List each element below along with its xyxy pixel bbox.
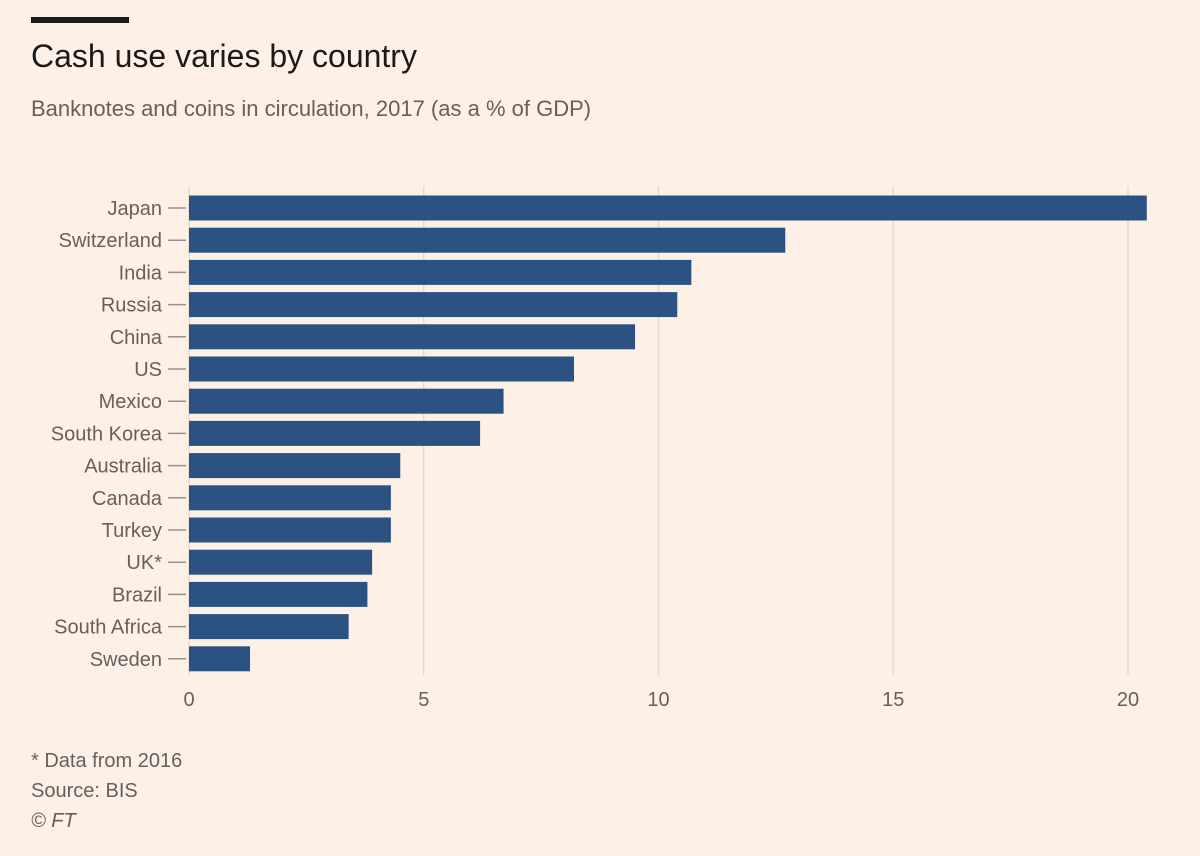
- bar: [189, 614, 349, 640]
- bar: [189, 420, 481, 446]
- footnote: * Data from 2016: [31, 750, 183, 772]
- category-label: South Korea: [51, 423, 163, 445]
- bar: [189, 195, 1147, 221]
- bar: [189, 324, 636, 350]
- x-tick-label: 15: [882, 689, 904, 711]
- copyright-note: © FT: [31, 810, 76, 832]
- bar: [189, 388, 504, 414]
- chart-title: Cash use varies by country: [31, 38, 417, 74]
- x-tick-label: 20: [1117, 689, 1139, 711]
- category-label: Sweden: [90, 649, 162, 671]
- bar-chart: 0 5 10 15 20 Japan Switzerland India Russia China…: [51, 186, 1147, 711]
- category-label: South Africa: [54, 617, 163, 639]
- category-label: UK*: [126, 552, 162, 574]
- bar: [189, 646, 251, 672]
- bar: [189, 292, 678, 318]
- category-label: Switzerland: [59, 230, 162, 252]
- bar: [189, 517, 391, 543]
- category-label: Russia: [101, 295, 163, 317]
- bar: [189, 259, 692, 285]
- bar: [189, 356, 574, 382]
- source-note: Source: BIS: [31, 780, 138, 802]
- category-label: Mexico: [99, 391, 162, 413]
- x-tick-label: 5: [418, 689, 429, 711]
- category-label: Canada: [92, 488, 163, 510]
- bar: [189, 581, 368, 607]
- x-tick-label: 0: [183, 689, 194, 711]
- category-label: Japan: [108, 198, 163, 220]
- category-label: Turkey: [102, 520, 162, 542]
- ft-accent-bar: [31, 17, 129, 23]
- bar: [189, 453, 401, 479]
- bar: [189, 227, 786, 253]
- category-label: India: [119, 262, 163, 284]
- category-label: China: [110, 327, 163, 349]
- category-label: Australia: [84, 456, 163, 478]
- chart-subtitle: Banknotes and coins in circulation, 2017…: [31, 96, 592, 121]
- x-tick-label: 10: [647, 689, 669, 711]
- bar: [189, 485, 391, 511]
- category-label: Brazil: [112, 584, 162, 606]
- category-label: US: [134, 359, 162, 381]
- bar: [189, 549, 373, 575]
